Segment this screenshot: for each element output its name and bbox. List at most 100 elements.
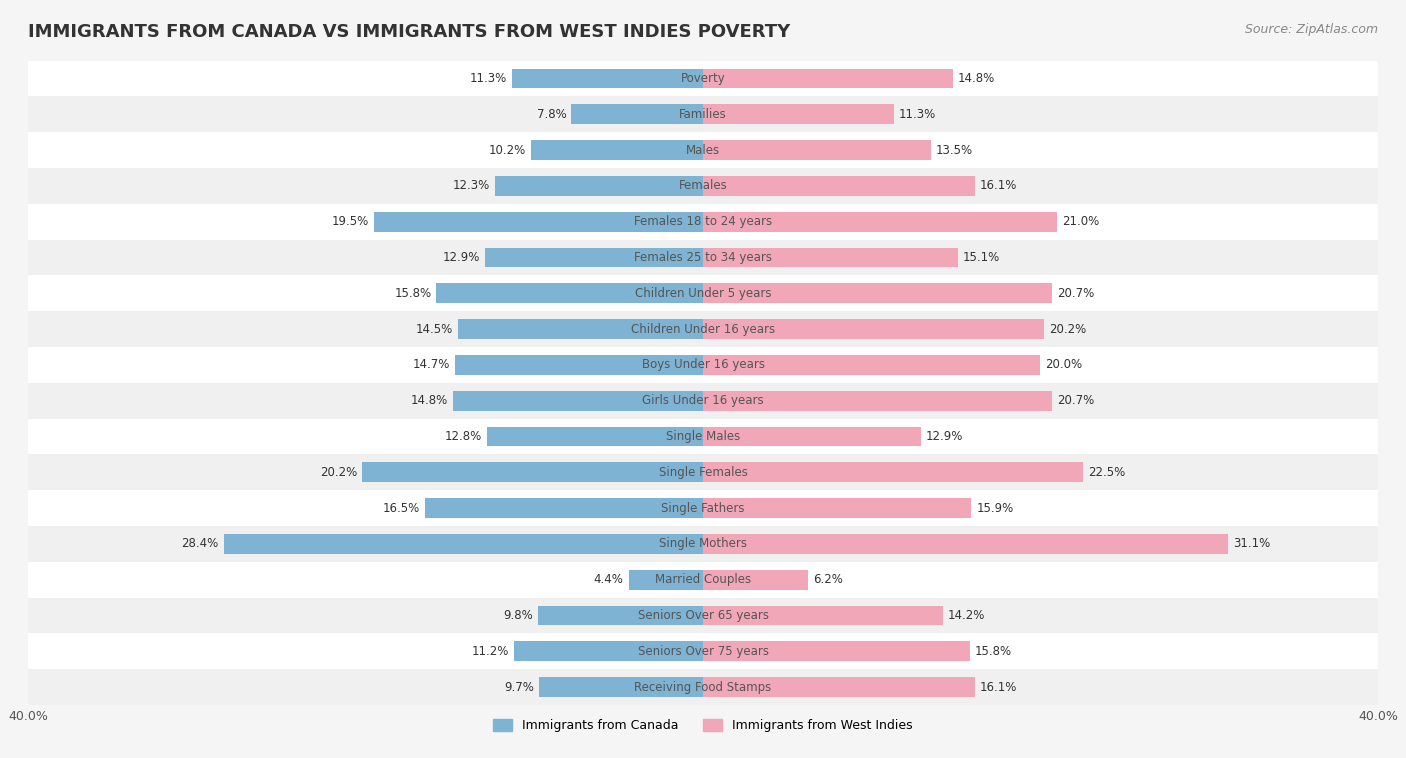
Bar <box>453 391 703 411</box>
Text: 20.2%: 20.2% <box>1049 323 1085 336</box>
Text: Single Females: Single Females <box>658 465 748 479</box>
Bar <box>28 490 1378 526</box>
Text: 12.8%: 12.8% <box>444 430 482 443</box>
Text: 22.5%: 22.5% <box>1088 465 1125 479</box>
Bar <box>515 641 703 661</box>
Bar <box>531 140 703 160</box>
Bar <box>28 562 1378 597</box>
Bar <box>28 597 1378 634</box>
Bar <box>537 606 703 625</box>
Bar <box>703 355 1040 374</box>
Text: 20.7%: 20.7% <box>1057 287 1094 300</box>
Bar <box>703 427 921 446</box>
Bar <box>485 248 703 268</box>
Bar <box>703 391 1052 411</box>
Text: 4.4%: 4.4% <box>593 573 624 586</box>
Text: 6.2%: 6.2% <box>813 573 842 586</box>
Text: Children Under 5 years: Children Under 5 years <box>634 287 772 300</box>
Text: Single Mothers: Single Mothers <box>659 537 747 550</box>
Text: 14.8%: 14.8% <box>957 72 995 85</box>
Text: Females 18 to 24 years: Females 18 to 24 years <box>634 215 772 228</box>
Bar <box>28 168 1378 204</box>
Bar <box>28 96 1378 132</box>
Text: 12.3%: 12.3% <box>453 180 491 193</box>
Bar <box>703 212 1057 231</box>
Bar <box>224 534 703 553</box>
Text: Source: ZipAtlas.com: Source: ZipAtlas.com <box>1244 23 1378 36</box>
Bar <box>703 534 1227 553</box>
Bar <box>703 248 957 268</box>
Text: Poverty: Poverty <box>681 72 725 85</box>
Bar <box>495 176 703 196</box>
Text: Females 25 to 34 years: Females 25 to 34 years <box>634 251 772 264</box>
Bar <box>456 355 703 374</box>
Bar <box>703 606 942 625</box>
Bar <box>28 383 1378 418</box>
Bar <box>28 312 1378 347</box>
Text: Females: Females <box>679 180 727 193</box>
Bar <box>28 61 1378 96</box>
Text: 31.1%: 31.1% <box>1233 537 1270 550</box>
Bar <box>703 319 1043 339</box>
Bar <box>703 462 1083 482</box>
Text: 9.8%: 9.8% <box>503 609 533 622</box>
Text: 28.4%: 28.4% <box>181 537 219 550</box>
Bar <box>703 283 1052 303</box>
Text: 16.5%: 16.5% <box>382 502 419 515</box>
Text: Girls Under 16 years: Girls Under 16 years <box>643 394 763 407</box>
Bar <box>703 69 953 89</box>
Text: 20.2%: 20.2% <box>321 465 357 479</box>
Text: 15.8%: 15.8% <box>974 645 1012 658</box>
Bar <box>628 570 703 590</box>
Bar <box>28 634 1378 669</box>
Text: 20.0%: 20.0% <box>1046 359 1083 371</box>
Bar <box>28 526 1378 562</box>
Text: Families: Families <box>679 108 727 121</box>
Text: Boys Under 16 years: Boys Under 16 years <box>641 359 765 371</box>
Bar <box>374 212 703 231</box>
Text: 15.9%: 15.9% <box>976 502 1014 515</box>
Bar <box>703 677 974 697</box>
Bar <box>363 462 703 482</box>
Text: IMMIGRANTS FROM CANADA VS IMMIGRANTS FROM WEST INDIES POVERTY: IMMIGRANTS FROM CANADA VS IMMIGRANTS FRO… <box>28 23 790 41</box>
Legend: Immigrants from Canada, Immigrants from West Indies: Immigrants from Canada, Immigrants from … <box>488 714 918 738</box>
Bar <box>436 283 703 303</box>
Text: 21.0%: 21.0% <box>1063 215 1099 228</box>
Text: 14.8%: 14.8% <box>411 394 449 407</box>
Bar <box>28 204 1378 240</box>
Bar <box>486 427 703 446</box>
Text: 15.1%: 15.1% <box>963 251 1000 264</box>
Text: Single Fathers: Single Fathers <box>661 502 745 515</box>
Text: 7.8%: 7.8% <box>537 108 567 121</box>
Text: 14.5%: 14.5% <box>416 323 453 336</box>
Bar <box>458 319 703 339</box>
Bar <box>703 498 972 518</box>
Text: 9.7%: 9.7% <box>505 681 534 694</box>
Bar <box>571 105 703 124</box>
Text: 14.7%: 14.7% <box>412 359 450 371</box>
Bar <box>28 347 1378 383</box>
Text: Children Under 16 years: Children Under 16 years <box>631 323 775 336</box>
Bar <box>703 176 974 196</box>
Text: 11.2%: 11.2% <box>471 645 509 658</box>
Text: 19.5%: 19.5% <box>332 215 368 228</box>
Bar <box>28 275 1378 312</box>
Bar <box>28 240 1378 275</box>
Bar <box>425 498 703 518</box>
Bar <box>28 418 1378 454</box>
Text: 12.9%: 12.9% <box>443 251 481 264</box>
Text: 16.1%: 16.1% <box>980 180 1017 193</box>
Text: 11.3%: 11.3% <box>898 108 936 121</box>
Text: Seniors Over 65 years: Seniors Over 65 years <box>637 609 769 622</box>
Text: 20.7%: 20.7% <box>1057 394 1094 407</box>
Bar <box>703 570 807 590</box>
Text: Seniors Over 75 years: Seniors Over 75 years <box>637 645 769 658</box>
Text: 12.9%: 12.9% <box>925 430 963 443</box>
Bar <box>703 105 894 124</box>
Bar <box>540 677 703 697</box>
Text: 15.8%: 15.8% <box>394 287 432 300</box>
Bar <box>28 669 1378 705</box>
Text: Receiving Food Stamps: Receiving Food Stamps <box>634 681 772 694</box>
Text: 11.3%: 11.3% <box>470 72 508 85</box>
Text: 10.2%: 10.2% <box>489 143 526 157</box>
